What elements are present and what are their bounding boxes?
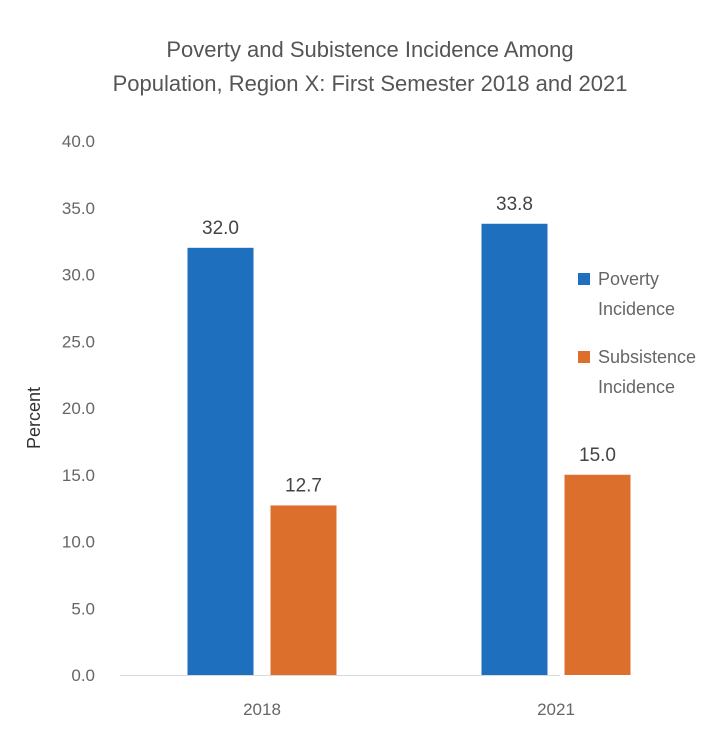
data-label: 33.8 <box>496 194 533 215</box>
legend-swatch-1 <box>578 273 590 285</box>
legend-swatch-2 <box>578 351 590 363</box>
legend-label: Incidence <box>598 299 675 319</box>
x-tick-label: 2021 <box>537 700 575 719</box>
bar-2018-series-2 <box>270 505 337 675</box>
y-tick-label: 5.0 <box>71 599 95 618</box>
y-axis-label: Percent <box>24 387 44 449</box>
chart-title-line-1: Poverty and Subistence Incidence Among <box>166 37 573 62</box>
bar-2021-series-1 <box>481 223 548 675</box>
data-label: 32.0 <box>202 218 239 239</box>
x-tick-label: 2018 <box>243 700 281 719</box>
y-tick-label: 0.0 <box>71 666 95 685</box>
chart-title-line-2: Population, Region X: First Semester 201… <box>113 71 628 96</box>
legend-label: Poverty <box>598 269 659 289</box>
bar-2018-series-1 <box>187 247 254 676</box>
legend-label: Incidence <box>598 377 675 397</box>
bar-2021-series-2 <box>564 474 631 675</box>
y-tick-label: 30.0 <box>62 266 95 285</box>
y-tick-label: 35.0 <box>62 199 95 218</box>
legend-label: Subsistence <box>598 347 696 367</box>
data-label: 12.7 <box>285 475 322 496</box>
data-label: 15.0 <box>579 445 616 466</box>
y-tick-label: 10.0 <box>62 533 95 552</box>
y-tick-label: 40.0 <box>62 132 95 151</box>
y-tick-label: 15.0 <box>62 466 95 485</box>
y-tick-label: 25.0 <box>62 332 95 351</box>
y-tick-label: 20.0 <box>62 399 95 418</box>
